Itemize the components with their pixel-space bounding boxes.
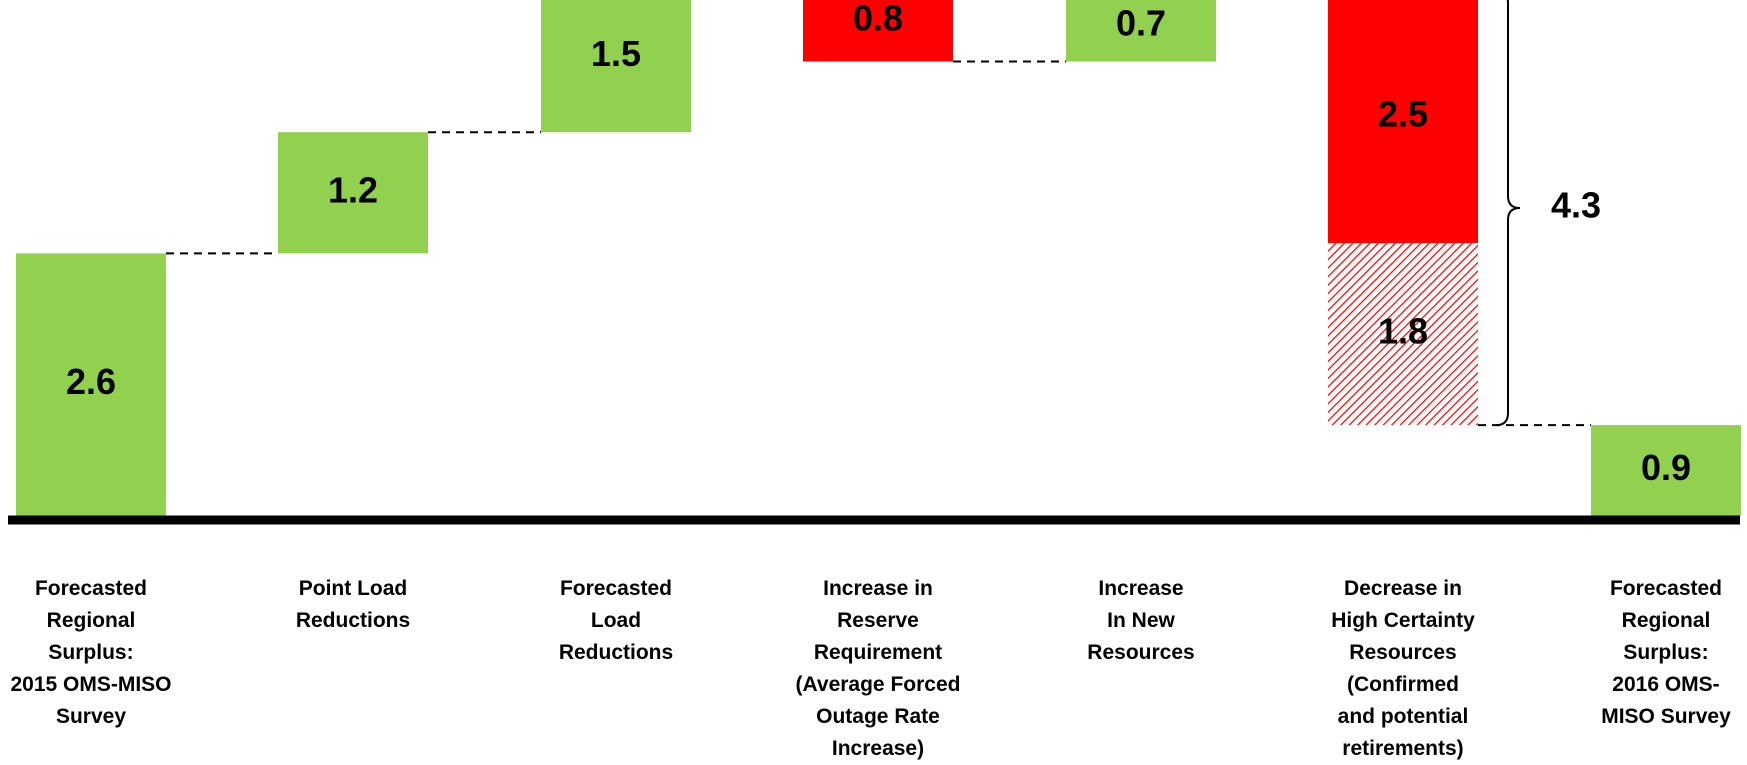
bar-value-label: 0.7 — [1116, 3, 1166, 44]
bar-value-label: 1.8 — [1378, 311, 1428, 352]
bar — [541, 0, 691, 133]
bar — [16, 253, 166, 516]
category-label: Forecasted Regional Surplus: 2016 OMS- M… — [1601, 577, 1731, 728]
bar — [1591, 425, 1741, 516]
bar-value-label: 2.6 — [66, 361, 116, 402]
bar-value-label: 0.9 — [1641, 447, 1691, 488]
category-label: Point Load Reductions — [295, 577, 411, 632]
bar-value-label: 0.8 — [853, 0, 903, 39]
bar-value-label: 1.5 — [591, 33, 641, 74]
category-label: Decrease in High Certainty Resources (Co… — [1331, 577, 1475, 760]
category-label: Forecasted Load Reductions — [558, 577, 674, 664]
bar — [803, 0, 953, 62]
category-label: Forecasted Regional Surplus: 2015 OMS-MI… — [10, 577, 172, 728]
bar-segment-1 — [1328, 0, 1478, 244]
bar — [278, 132, 428, 254]
category-label: Increase In New Resources — [1087, 577, 1195, 664]
bar — [1066, 0, 1216, 62]
bar-segment-2 — [1328, 243, 1478, 426]
bar-value-label: 1.2 — [328, 169, 378, 210]
category-label: Increase in Reserve Requirement (Average… — [795, 577, 961, 760]
bar-value-label: 2.5 — [1378, 94, 1428, 135]
bracket-value-label: 4.3 — [1551, 184, 1601, 225]
bracket — [1495, 0, 1521, 427]
